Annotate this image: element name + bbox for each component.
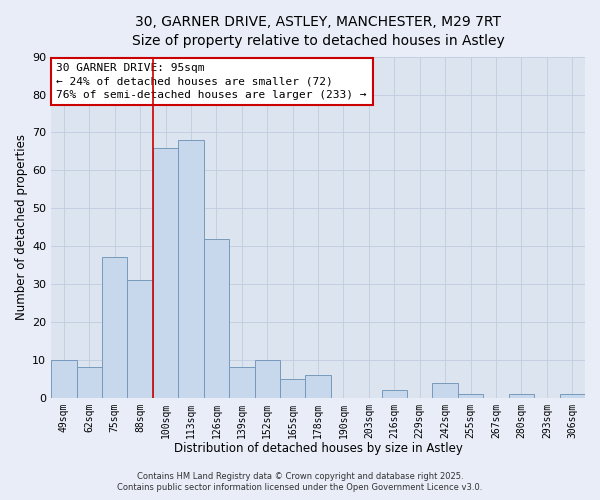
Bar: [433, 382, 458, 398]
Bar: [127, 280, 153, 398]
Bar: [254, 360, 280, 398]
Bar: [560, 394, 585, 398]
Y-axis label: Number of detached properties: Number of detached properties: [15, 134, 28, 320]
Bar: [153, 148, 178, 398]
Bar: [102, 258, 127, 398]
Bar: [382, 390, 407, 398]
Bar: [203, 238, 229, 398]
Bar: [51, 360, 77, 398]
Title: 30, GARNER DRIVE, ASTLEY, MANCHESTER, M29 7RT
Size of property relative to detac: 30, GARNER DRIVE, ASTLEY, MANCHESTER, M2…: [132, 15, 505, 48]
Bar: [77, 368, 102, 398]
Bar: [305, 375, 331, 398]
Text: Contains HM Land Registry data © Crown copyright and database right 2025.
Contai: Contains HM Land Registry data © Crown c…: [118, 472, 482, 492]
X-axis label: Distribution of detached houses by size in Astley: Distribution of detached houses by size …: [173, 442, 463, 455]
Bar: [458, 394, 484, 398]
Bar: [280, 379, 305, 398]
Text: 30 GARNER DRIVE: 95sqm
← 24% of detached houses are smaller (72)
76% of semi-det: 30 GARNER DRIVE: 95sqm ← 24% of detached…: [56, 64, 367, 100]
Bar: [229, 368, 254, 398]
Bar: [178, 140, 203, 398]
Bar: [509, 394, 534, 398]
